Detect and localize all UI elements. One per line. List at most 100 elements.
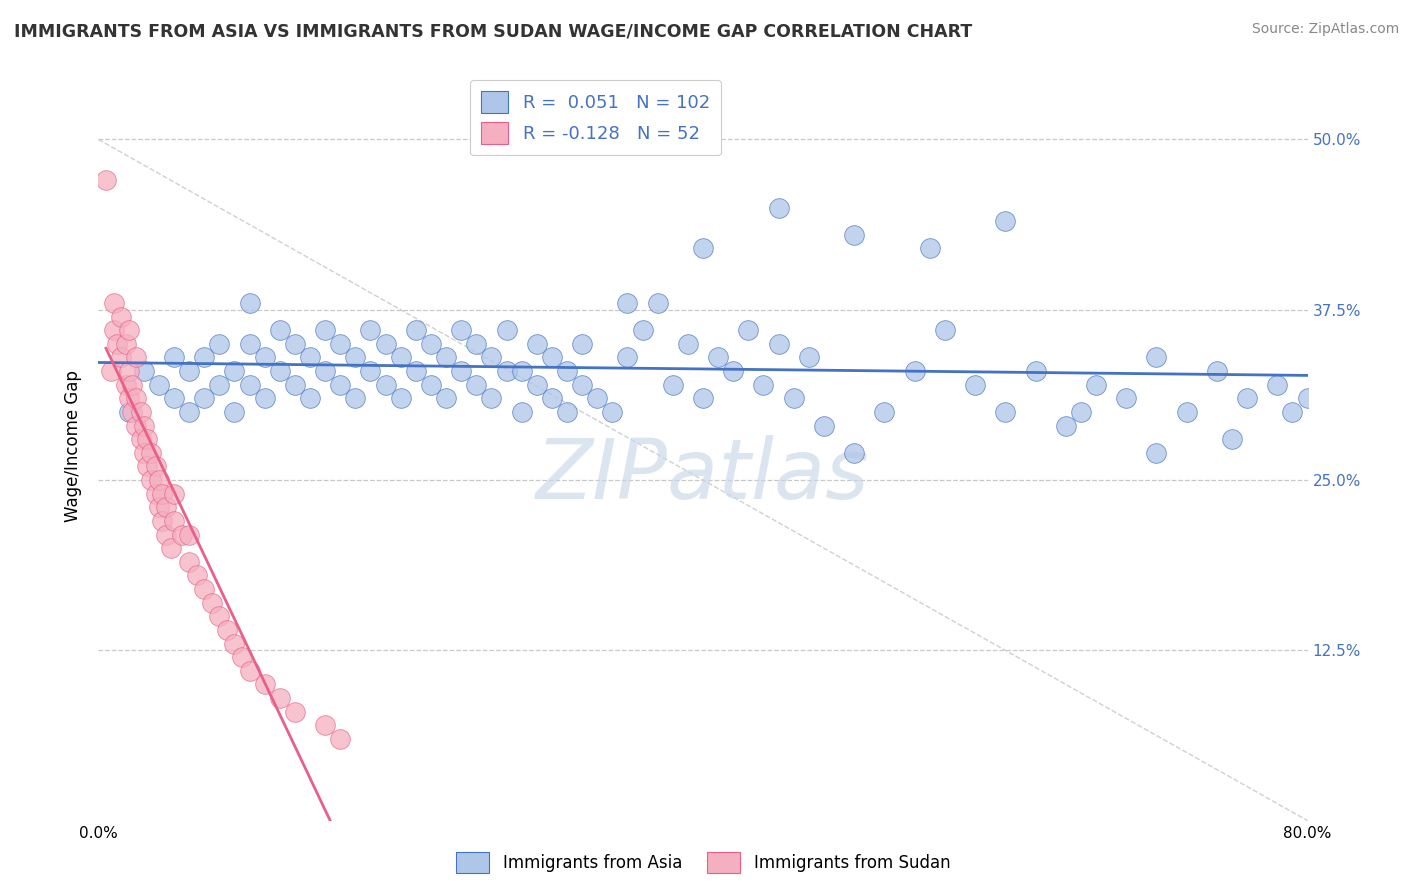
Point <box>155 527 177 541</box>
Point <box>121 405 143 419</box>
Point <box>526 336 548 351</box>
Point <box>150 486 173 500</box>
Text: ZIPatlas: ZIPatlas <box>536 435 870 516</box>
Point <box>783 392 806 406</box>
Point <box>904 364 927 378</box>
Point <box>163 486 186 500</box>
Point <box>510 364 533 378</box>
Point <box>239 296 262 310</box>
Point <box>105 336 128 351</box>
Point <box>389 392 412 406</box>
Point <box>737 323 759 337</box>
Point <box>405 364 427 378</box>
Point <box>723 364 745 378</box>
Point <box>1070 405 1092 419</box>
Point <box>118 323 141 337</box>
Point <box>374 336 396 351</box>
Point <box>1296 392 1319 406</box>
Point <box>602 405 624 419</box>
Point <box>269 364 291 378</box>
Point <box>434 351 457 365</box>
Point <box>193 392 215 406</box>
Point <box>571 336 593 351</box>
Point <box>253 392 276 406</box>
Point <box>994 214 1017 228</box>
Point <box>752 377 775 392</box>
Point <box>1175 405 1198 419</box>
Point <box>160 541 183 556</box>
Point <box>1206 364 1229 378</box>
Point <box>844 446 866 460</box>
Point <box>616 351 638 365</box>
Point <box>510 405 533 419</box>
Point <box>284 336 307 351</box>
Point <box>110 310 132 324</box>
Point <box>94 173 117 187</box>
Point <box>114 336 136 351</box>
Point <box>100 364 122 378</box>
Point <box>768 201 790 215</box>
Point <box>374 377 396 392</box>
Point <box>934 323 956 337</box>
Point <box>129 405 152 419</box>
Point <box>163 351 186 365</box>
Legend: R =  0.051   N = 102, R = -0.128   N = 52: R = 0.051 N = 102, R = -0.128 N = 52 <box>470 80 721 155</box>
Point <box>103 323 125 337</box>
Point <box>495 323 517 337</box>
Point <box>1085 377 1108 392</box>
Point <box>215 623 238 637</box>
Point <box>495 364 517 378</box>
Point <box>360 364 382 378</box>
Y-axis label: Wage/Income Gap: Wage/Income Gap <box>65 370 83 522</box>
Point <box>329 336 352 351</box>
Point <box>208 377 231 392</box>
Point <box>329 731 352 746</box>
Point <box>125 392 148 406</box>
Point <box>1281 405 1303 419</box>
Point <box>224 636 246 650</box>
Point <box>148 500 170 515</box>
Text: IMMIGRANTS FROM ASIA VS IMMIGRANTS FROM SUDAN WAGE/INCOME GAP CORRELATION CHART: IMMIGRANTS FROM ASIA VS IMMIGRANTS FROM … <box>14 22 973 40</box>
Point <box>299 351 322 365</box>
Point <box>405 323 427 337</box>
Point <box>193 351 215 365</box>
Point <box>1024 364 1046 378</box>
Point <box>586 392 609 406</box>
Point <box>163 392 186 406</box>
Point <box>118 392 141 406</box>
Point <box>676 336 699 351</box>
Point <box>555 405 578 419</box>
Point <box>110 351 132 365</box>
Point <box>299 392 322 406</box>
Point <box>344 351 367 365</box>
Point <box>125 418 148 433</box>
Point <box>420 377 443 392</box>
Point <box>540 351 562 365</box>
Point <box>1236 392 1258 406</box>
Point <box>389 351 412 365</box>
Point <box>145 486 167 500</box>
Point <box>114 377 136 392</box>
Point <box>1267 377 1289 392</box>
Point <box>360 323 382 337</box>
Point <box>314 718 336 732</box>
Point <box>616 296 638 310</box>
Point <box>284 705 307 719</box>
Point <box>103 296 125 310</box>
Point <box>450 323 472 337</box>
Point <box>224 364 246 378</box>
Point <box>707 351 730 365</box>
Text: Source: ZipAtlas.com: Source: ZipAtlas.com <box>1251 22 1399 37</box>
Point <box>201 596 224 610</box>
Point <box>239 336 262 351</box>
Point <box>540 392 562 406</box>
Point <box>224 405 246 419</box>
Point <box>692 242 714 256</box>
Point <box>434 392 457 406</box>
Point <box>450 364 472 378</box>
Point <box>1144 351 1167 365</box>
Point <box>797 351 820 365</box>
Point <box>186 568 208 582</box>
Point <box>208 609 231 624</box>
Point <box>179 364 201 378</box>
